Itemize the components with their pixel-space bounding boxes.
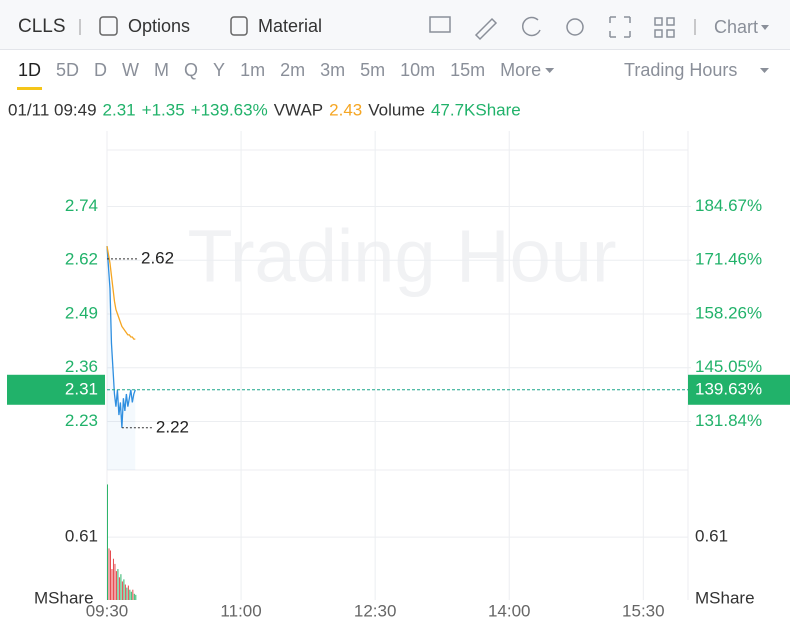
session-caret — [760, 68, 769, 73]
timeframe-tab[interactable]: 1m — [240, 60, 265, 80]
timeframe-tab[interactable]: 2m — [280, 60, 305, 80]
more-tab[interactable]: More — [500, 60, 541, 80]
indicator-icon[interactable] — [429, 16, 451, 33]
x-tick-label: 15:30 — [622, 601, 665, 620]
material-button[interactable]: Material — [258, 16, 322, 36]
y-tick-label: 2.74 — [65, 196, 98, 215]
volume-bar — [129, 589, 131, 600]
info-text: 2.43 — [329, 100, 362, 119]
timeframe-tab[interactable]: 10m — [400, 60, 435, 80]
volume-bar — [111, 569, 113, 600]
timeframe-tab[interactable]: 3m — [320, 60, 345, 80]
last-price-label: 2.31 — [65, 379, 98, 398]
y-tick-label: 2.36 — [65, 357, 98, 376]
y2-tick-label: 158.26% — [695, 303, 762, 322]
info-text: Volume — [368, 100, 425, 119]
more-caret — [545, 68, 555, 73]
vwap-line — [106, 246, 136, 340]
session-menu[interactable]: Trading Hours — [624, 60, 737, 80]
y-tick-label: 2.62 — [65, 250, 98, 269]
x-tick-label: 12:30 — [354, 601, 397, 620]
volume-bar — [133, 593, 135, 600]
info-text: 47.7KShare — [431, 100, 521, 119]
volume-tick-label: 0.61 — [65, 527, 98, 546]
y2-tick-label: 131.84% — [695, 411, 762, 430]
y-tick-label: 2.23 — [65, 411, 98, 430]
annotation-label: 2.22 — [156, 417, 189, 436]
volume-bar — [109, 550, 111, 600]
volume-bar — [130, 591, 132, 600]
price-line — [106, 246, 136, 428]
volume-bar — [132, 589, 134, 600]
chart-menu[interactable]: Chart — [714, 17, 758, 37]
draw-icon[interactable] — [474, 17, 498, 41]
annotation-label: 2.62 — [141, 248, 174, 267]
symbol[interactable]: CLLS — [18, 16, 66, 37]
settings-icon[interactable] — [566, 18, 584, 36]
volume-bar — [115, 571, 117, 600]
info-text: +1.35 — [142, 100, 185, 119]
volume-bar — [112, 558, 114, 600]
info-text: +139.63% — [191, 100, 268, 119]
volume-bar — [124, 584, 126, 600]
x-tick-label: 14:00 — [488, 601, 531, 620]
timeframe-tab[interactable]: D — [94, 60, 107, 80]
timeframe-tab[interactable]: 1D — [18, 60, 41, 80]
last-pct-badge — [688, 374, 790, 405]
volume-bar — [120, 574, 122, 600]
volume-bar — [127, 585, 129, 600]
fullscreen-icon[interactable] — [609, 16, 631, 38]
options-icon[interactable] — [99, 16, 118, 36]
y-tick-label: 2.49 — [65, 303, 98, 322]
y2-tick-label: 145.05% — [695, 357, 762, 376]
y2-tick-label: 171.46% — [695, 250, 762, 269]
y2-tick-label: 184.67% — [695, 196, 762, 215]
timeframe-tab[interactable]: M — [154, 60, 169, 80]
options-button[interactable]: Options — [128, 16, 190, 36]
last-price-badge — [7, 374, 105, 405]
timeframe-tab[interactable]: 5D — [56, 60, 79, 80]
volume-bar — [121, 581, 123, 600]
volume-bar — [107, 484, 108, 600]
timeframe-tab[interactable]: 5m — [360, 60, 385, 80]
info-text: 01/11 09:49 — [8, 100, 97, 119]
volume-bar — [126, 587, 128, 600]
last-pct-label: 139.63% — [695, 379, 762, 398]
volume-unit: MShare — [695, 588, 755, 607]
refresh-icon[interactable] — [521, 16, 541, 37]
active-tab-underline — [17, 87, 43, 90]
price-area — [107, 246, 136, 470]
x-tick-label: 11:00 — [220, 601, 261, 620]
volume-unit: MShare — [34, 588, 94, 607]
x-tick-label: 09:30 — [86, 601, 129, 620]
chart-bg — [0, 131, 790, 627]
volume-bar — [117, 569, 119, 600]
info-text: 2.31 — [103, 100, 136, 119]
watermark: Trading Hour — [187, 215, 616, 298]
info-text: VWAP — [274, 100, 323, 119]
timeframe-tab[interactable]: 15m — [450, 60, 485, 80]
volume-bar — [123, 579, 125, 600]
timeframe-tab[interactable]: W — [122, 60, 139, 80]
volume-bar — [118, 577, 120, 600]
layout-icon[interactable] — [654, 17, 675, 38]
timeframe-tab[interactable]: Q — [184, 60, 198, 80]
volume-bar — [108, 548, 110, 600]
timeframe-tab[interactable]: Y — [213, 60, 225, 80]
volume-bar — [135, 594, 137, 600]
material-icon[interactable] — [230, 16, 248, 36]
chart-menu-caret — [761, 25, 769, 30]
volume-bar — [114, 563, 116, 600]
volume-tick-label: 0.61 — [695, 527, 728, 546]
